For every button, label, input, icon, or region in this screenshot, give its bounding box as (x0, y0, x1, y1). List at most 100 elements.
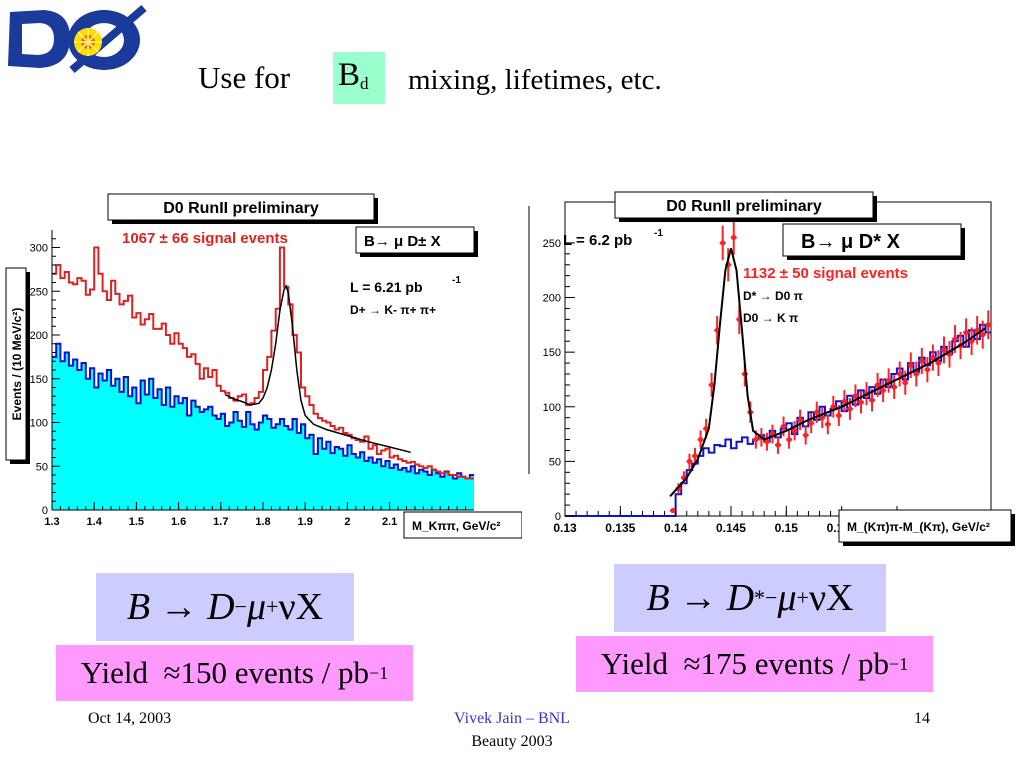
data-point (919, 358, 925, 364)
y-tick-label: 0 (42, 505, 48, 517)
data-point (819, 415, 825, 421)
y-tick-label: 50 (549, 456, 561, 468)
data-point (858, 399, 864, 405)
data-point (780, 423, 787, 430)
y-tick-label: 200 (30, 330, 48, 342)
data-point (786, 436, 792, 443)
y-tick-label: 0 (555, 511, 561, 523)
data-point (808, 420, 814, 426)
data-point (908, 362, 914, 368)
data-point (753, 436, 759, 443)
data-point (847, 406, 853, 412)
y-tick-label: 100 (30, 418, 48, 430)
title-suffix: mixing, lifetimes, etc. (408, 64, 662, 96)
data-point (791, 428, 798, 434)
decay-label: D+ → K- π+ π+ (350, 303, 436, 317)
signal-count: 1132 ± 50 signal events (743, 265, 908, 282)
data-point (686, 458, 693, 464)
y-tick-label: 200 (543, 293, 561, 305)
y-tick-label: 300 (30, 243, 48, 255)
data-point (980, 332, 986, 338)
data-point (720, 240, 726, 246)
title-box (107, 193, 375, 221)
data-point (880, 387, 886, 393)
x-tick-label: 2 (344, 516, 350, 528)
lumi-label: L = 6.21 pb (350, 279, 423, 295)
right-histogram: 0501001502002500.130.1350.140.1450.150.1… (528, 191, 1015, 546)
y-tick-label: 150 (30, 374, 48, 386)
x-tick-label: 1.6 (171, 516, 186, 528)
data-point (670, 507, 676, 514)
data-point (974, 327, 980, 333)
signal-histogram (52, 246, 474, 480)
data-point (825, 421, 831, 427)
data-point (930, 355, 936, 361)
signal-count: 1067 ± 66 signal events (122, 230, 288, 247)
x-tick-label: 1.4 (87, 516, 103, 528)
x-axis-label: M_(Kπ)π-M_(Kπ), GeV/c² (847, 520, 990, 534)
data-point (869, 397, 875, 403)
data-point (985, 322, 991, 328)
fit-curve (224, 284, 411, 454)
data-point (830, 404, 836, 410)
x-tick-label: 2.1 (382, 516, 397, 528)
data-point (852, 393, 859, 399)
x-tick-label: 1.8 (255, 516, 270, 528)
x-axis-label: M_Kππ, GeV/c² (412, 519, 500, 533)
data-point (913, 371, 919, 377)
title-prefix: Use for (198, 60, 291, 95)
data-point (941, 347, 947, 353)
decay-label-1: D* → D0 π (743, 289, 803, 303)
data-point (902, 380, 908, 386)
x-tick-label: 0.135 (605, 521, 635, 535)
lumi-exponent: -1 (452, 275, 461, 286)
channel-label: B→ μ D* X (801, 231, 901, 253)
channel-label: B→ μ D± X (364, 233, 441, 250)
left-histogram: 0 50 100 150 200 250 300 1.3 1.4 1.5 1.6 1.7 1.8 1.9 2… (5, 193, 522, 539)
footer-date: Oct 14, 2003 (88, 710, 172, 727)
data-point (692, 453, 698, 459)
x-tick-label: 0.145 (716, 521, 746, 535)
y-axis-label: Events / (10 MeV/c²) (10, 308, 24, 421)
channel-box (355, 226, 475, 254)
page-number: 14 (914, 710, 930, 727)
y-tick-label: 150 (543, 347, 561, 359)
x-tick-label: 1.9 (298, 516, 313, 528)
decay-label-2: D0 → K π (743, 311, 798, 325)
data-point (841, 398, 847, 404)
left-decay-formula: B → D − μ + νX (96, 573, 354, 641)
ylabel-box (5, 267, 27, 461)
left-yield: Yield ≈150 events / pb −1 (56, 645, 413, 701)
xlabel-box (403, 511, 522, 539)
x-tick-label: 1.7 (213, 516, 228, 528)
title-particle: Bd (338, 57, 369, 93)
data-point (897, 371, 903, 377)
y-tick-label: 250 (543, 238, 561, 250)
x-tick-label: 0.13 (553, 521, 577, 535)
chart-title: D0 RunII preliminary (666, 198, 822, 215)
chart-title: D0 RunII preliminary (163, 200, 319, 217)
data-point (891, 384, 897, 390)
data-point (814, 409, 820, 415)
xlabel-box (838, 509, 1012, 543)
right-decay-formula: B → D *− μ + νX (614, 564, 886, 632)
x-tick-label: 1.5 (129, 516, 144, 528)
data-point (709, 382, 715, 388)
data-point (731, 234, 737, 241)
wrong-sign-histogram (52, 342, 474, 480)
wrong-sign-fill (52, 343, 474, 510)
logo-text: DØ (4, 2, 6, 3)
data-point (963, 329, 969, 336)
fit-curve (669, 248, 987, 497)
data-point (874, 382, 881, 388)
lumi-label: L = 6.2 pb (563, 232, 632, 249)
y-tick-label: 250 (30, 286, 48, 298)
x-tick-label: 0.14 (664, 521, 688, 535)
data-point (803, 432, 809, 438)
footer-event: Beauty 2003 (471, 733, 553, 750)
data-point (952, 336, 958, 342)
title-box (614, 191, 874, 219)
footer-author: Vivek Jain – BNL (454, 710, 570, 727)
y-tick-label: 100 (543, 402, 561, 414)
x-tick-label: 1.3 (44, 516, 59, 528)
